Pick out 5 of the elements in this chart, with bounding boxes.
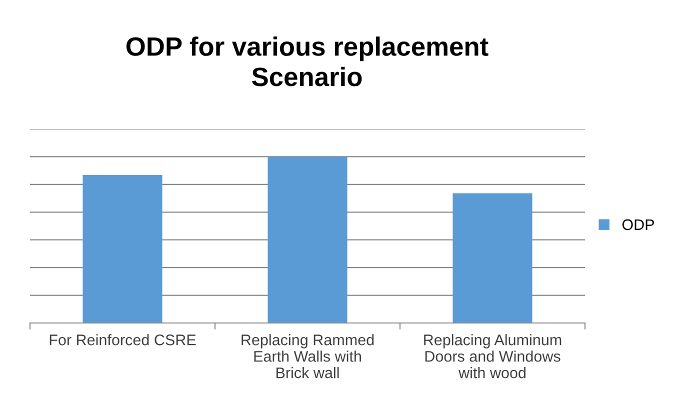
x-tick-label: Replacing Rammed Earth Walls with Brick wall — [242, 334, 374, 378]
chart-title: ODP for various replacement Scenario — [126, 36, 488, 86]
legend-label: ODP — [622, 219, 654, 230]
x-tick-label: For Reinforced CSRE — [50, 334, 196, 346]
x-tick-label: Replacing Aluminum Doors and Windows with wood — [424, 334, 562, 378]
